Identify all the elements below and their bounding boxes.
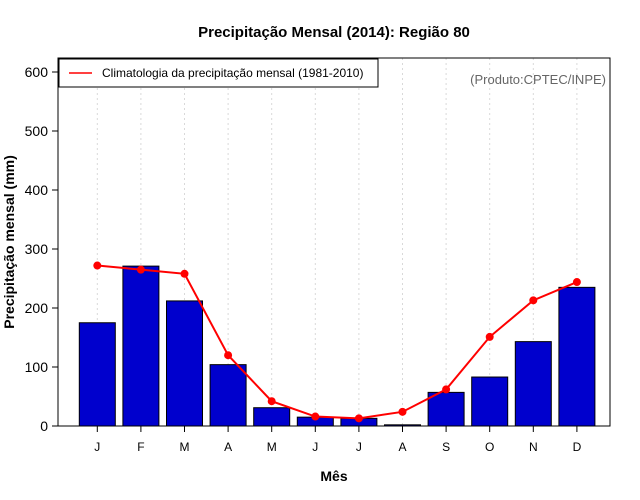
bar-M: [166, 300, 203, 427]
chart-title: Precipitação Mensal (2014): Região 80: [198, 24, 470, 41]
legend-box: [58, 58, 379, 88]
legend-label: Climatologia da precipitação mensal (198…: [102, 66, 363, 80]
y-tick-label: 0: [40, 418, 48, 434]
plot-frame: [57, 57, 611, 427]
bar-O: [471, 376, 509, 427]
bar-S: [427, 391, 465, 427]
y-axis-label: Precipitação mensal (mm): [1, 155, 17, 329]
x-tick-label: S: [442, 440, 450, 454]
y-tick-label: 100: [25, 359, 49, 375]
climatology-point: [136, 265, 145, 274]
x-tick-label: N: [529, 440, 538, 454]
y-tick-label: 400: [25, 182, 49, 198]
bar-F: [122, 265, 160, 427]
bar-D: [558, 286, 596, 427]
x-tick-label: J: [356, 440, 362, 454]
bar-N: [514, 341, 552, 427]
climatology-series: [93, 261, 581, 423]
x-tick-label: D: [573, 440, 582, 454]
climatology-point: [529, 296, 538, 305]
climatology-point: [572, 278, 581, 287]
x-tick-label: M: [267, 440, 277, 454]
climatology-point: [398, 407, 407, 416]
x-tick-label: J: [94, 440, 100, 454]
product-credit: (Produto:CPTEC/INPE): [470, 72, 606, 87]
x-tick-label: J: [312, 440, 318, 454]
y-tick-label: 200: [25, 300, 49, 316]
x-tick-label: F: [137, 440, 144, 454]
y-axis: 0 100 200 300 400 500 600: [25, 64, 58, 434]
climatology-point: [311, 412, 320, 421]
legend: Climatologia da precipitação mensal (198…: [58, 58, 379, 88]
x-axis-label: Mês: [320, 468, 347, 484]
climatology-point: [354, 414, 363, 423]
climatology-point: [224, 351, 233, 360]
x-tick-label: O: [485, 440, 494, 454]
bar-J: [78, 322, 116, 427]
x-tick-label: A: [398, 440, 406, 454]
bar-A: [209, 364, 247, 427]
x-tick-label: M: [180, 440, 190, 454]
bar-series: [78, 265, 596, 427]
climatology-point: [485, 332, 494, 341]
y-tick-label: 300: [25, 241, 49, 257]
y-tick-label: 500: [25, 123, 49, 139]
climatology-point: [93, 261, 102, 270]
climatology-point: [442, 385, 451, 394]
climatology-point: [267, 397, 276, 406]
climatology-line: [97, 264, 578, 420]
climatology-point: [180, 269, 189, 278]
y-tick-label: 600: [25, 64, 49, 80]
x-tick-label: A: [224, 440, 232, 454]
bar-M: [253, 407, 291, 427]
